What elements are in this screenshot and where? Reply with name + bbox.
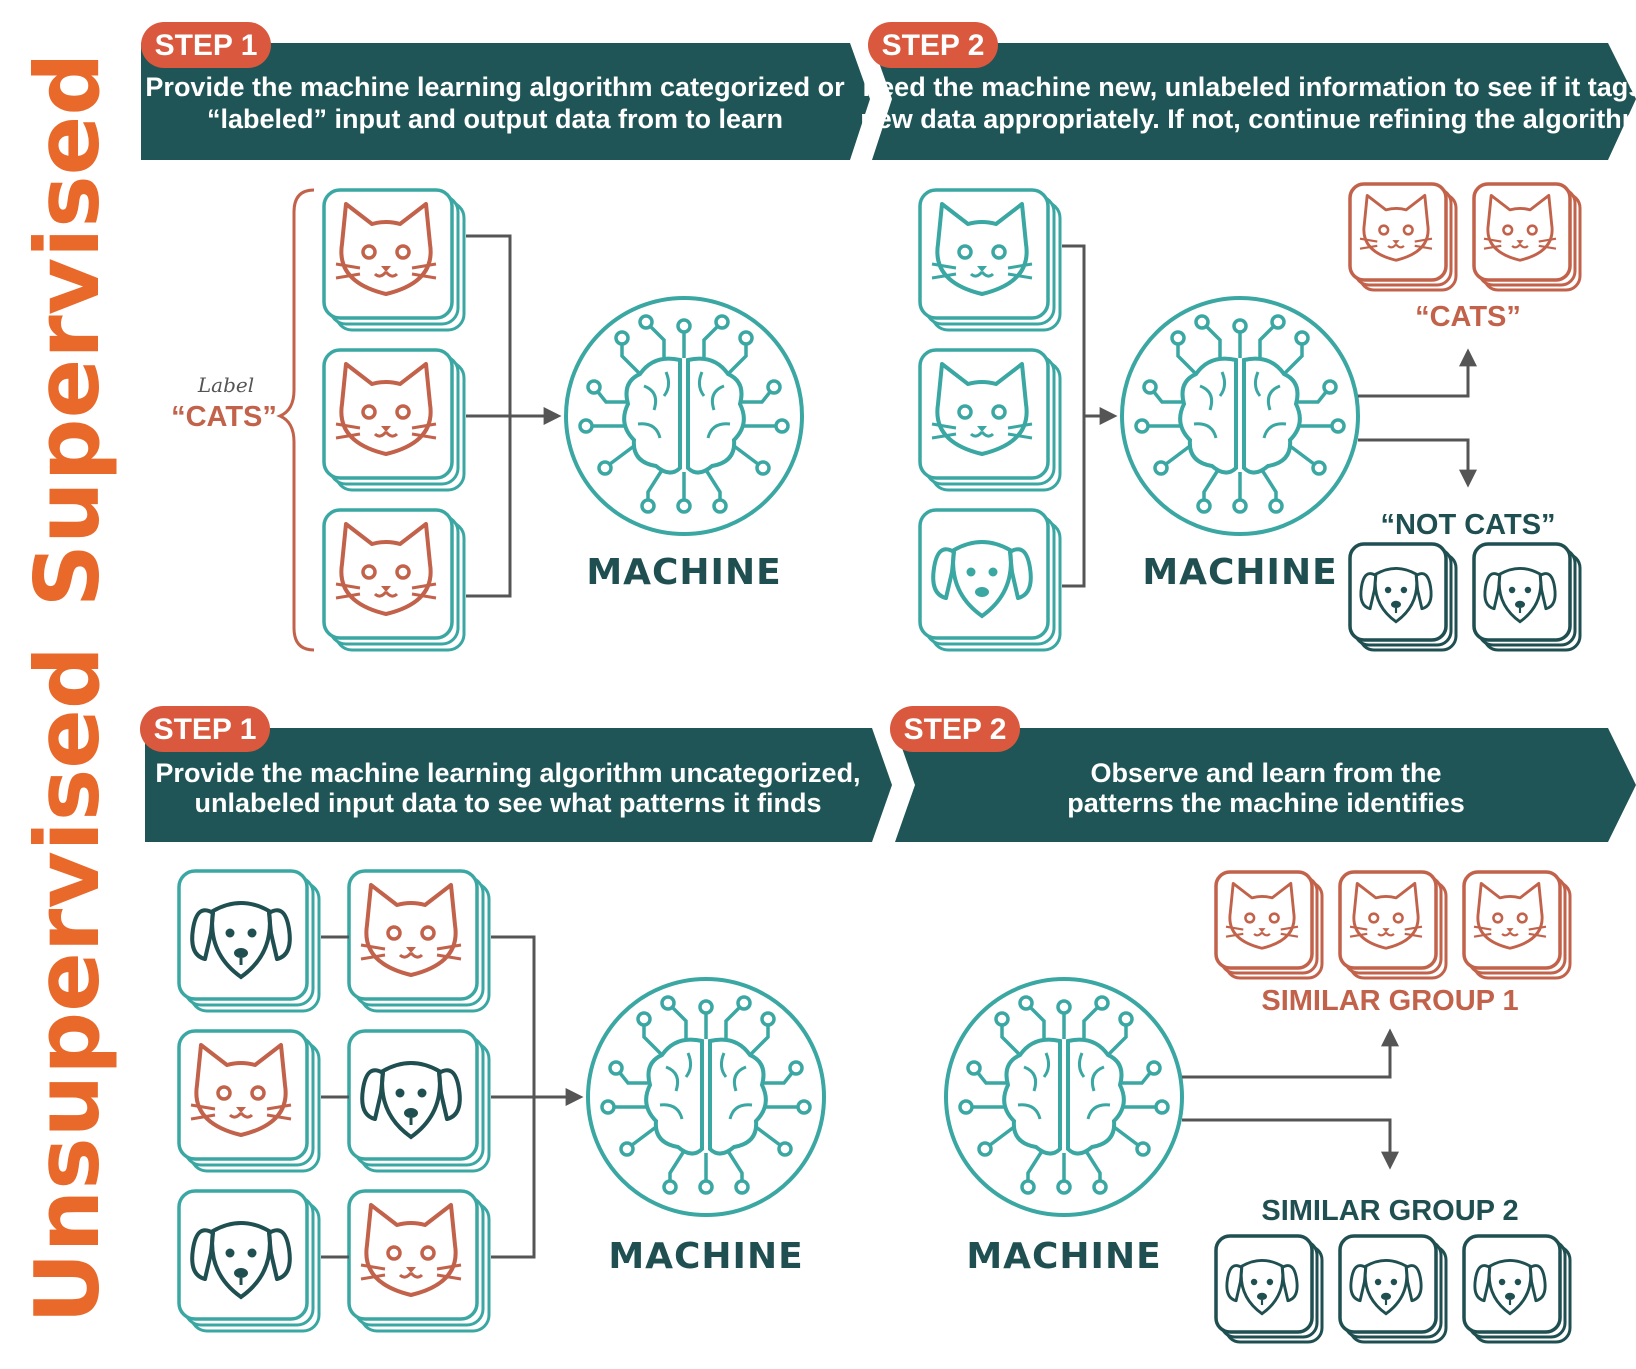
supervised-step1-banner: STEP 1 Provide the machine learning algo… [141,22,870,160]
group2-label: SIMILAR GROUP 2 [1261,1195,1518,1227]
brain-circuit-icon [1120,296,1360,536]
banner-text-line1: Provide the machine learning algorithm c… [145,72,845,102]
card-stack [347,1189,491,1333]
output-card [1338,870,1448,980]
section-label-supervised: Supervised [16,53,119,608]
banner-text-line1: Provide the machine learning algorithm u… [155,758,860,788]
supervised-step2-banner: STEP 2 Feed the machine new, unlabeled i… [860,22,1636,160]
card-stack [322,188,466,332]
connector-lines [1182,1028,1399,1170]
card-stack [347,869,491,1013]
output-card [1348,182,1458,292]
banner-text-line2: “labeled” input and output data from to … [207,104,783,134]
machine-label: MACHINE [966,1236,1161,1277]
output-cats-label: “CATS” [1415,301,1521,333]
card-stack [177,869,321,1013]
label-cats: “CATS” [171,401,277,433]
card-stack [322,348,466,492]
unsupervised-step1-banner: STEP 1 Provide the machine learning algo… [140,706,892,842]
machine-label: MACHINE [1142,552,1337,593]
card-stack [347,1029,491,1173]
card-stack [177,1029,321,1173]
banner-text-line1: Observe and learn from the [1090,758,1441,788]
banner-text-line2: unlabeled input data to see what pattern… [194,788,821,818]
brace-icon [276,188,315,652]
section-label-unsupervised: Unsupervised [16,646,119,1324]
step-badge [141,22,271,68]
output-card [1338,1234,1448,1344]
step-badge-text: STEP 1 [154,713,257,746]
card-stack [177,1189,321,1333]
step-badge-text: STEP 2 [882,29,985,62]
output-card [1348,542,1458,652]
banner-text-line1: Feed the machine new, unlabeled informat… [863,72,1636,102]
brain-circuit-icon [944,977,1184,1217]
card-stack [322,508,466,652]
output-card [1472,542,1582,652]
card-stack [918,188,1062,332]
card-stack [918,348,1062,492]
output-not-cats-label: “NOT CATS” [1380,509,1555,541]
connector-lines [466,234,562,598]
output-card [1462,1234,1572,1344]
brain-circuit-icon [586,977,826,1217]
output-card [1214,1234,1324,1344]
step-badge [890,706,1020,752]
label-small: Label [197,373,254,397]
banner-text-line2: patterns the machine identifies [1067,788,1465,818]
output-card [1214,870,1324,980]
group1-label: SIMILAR GROUP 1 [1261,985,1518,1017]
card-stack [918,508,1062,652]
connector-lines [321,935,584,1259]
step-badge-text: STEP 1 [155,29,258,62]
connector-lines [1062,244,1118,588]
unsupervised-step2-banner: STEP 2 Observe and learn from the patter… [890,706,1636,842]
connector-lines [1358,348,1477,488]
banner-text-line2: new data appropriately. If not, continue… [860,104,1636,134]
step-badge-text: STEP 2 [904,713,1007,746]
step-badge [868,22,998,68]
machine-label: MACHINE [608,1236,803,1277]
brain-circuit-icon [564,296,804,536]
machine-label: MACHINE [586,552,781,593]
output-card [1472,182,1582,292]
output-card [1462,870,1572,980]
step-badge [140,706,270,752]
